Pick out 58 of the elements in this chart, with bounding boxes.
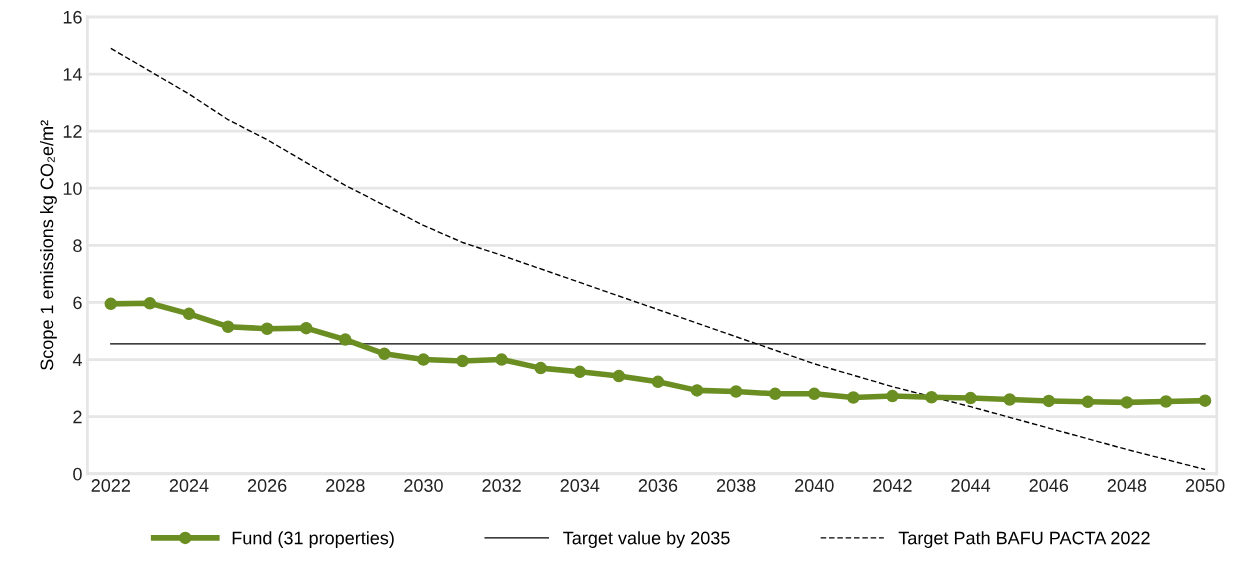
x-tick-label: 2026 [247, 479, 287, 492]
point [964, 391, 977, 405]
point [417, 353, 430, 366]
point [729, 385, 743, 398]
point [925, 390, 938, 404]
legend-label: Target Path BAFU PACTA 2022 [898, 531, 1150, 548]
x-tick-label: 2050 [1185, 479, 1225, 492]
y-tick-label: 4 [72, 353, 82, 367]
point [573, 365, 587, 379]
x-tick-label: 2038 [716, 479, 756, 492]
line-series [110, 47, 1206, 471]
x-tick-label: 2028 [326, 479, 365, 492]
y-tick-label: 12 [63, 125, 82, 138]
point [104, 297, 118, 311]
x-tick-label: 2030 [404, 479, 443, 492]
point [182, 307, 196, 321]
x-tick-label: 2048 [1107, 479, 1147, 492]
point [260, 322, 274, 335]
y-tick-label: 0 [73, 467, 82, 481]
point [690, 384, 704, 397]
point [1159, 395, 1173, 408]
point [612, 369, 626, 383]
legend-label: Target value by 2035 [563, 531, 730, 548]
x-tick-label: 2036 [638, 479, 678, 492]
point [221, 320, 235, 333]
point [886, 389, 899, 403]
x-tick-label: 2042 [873, 479, 912, 492]
x-tick-label: 2022 [91, 479, 130, 492]
point [143, 297, 157, 310]
x-tick-label: 2040 [795, 479, 834, 492]
y-axis-title: Scope 1 emissions kg CO₂e/m² [40, 120, 57, 370]
x-tick-label: 2046 [1029, 479, 1069, 492]
x-tick-label: 2024 [169, 479, 209, 492]
point [1120, 396, 1134, 409]
y-tick-label: 10 [63, 182, 82, 195]
point [495, 353, 508, 366]
y-tick-label: 16 [63, 10, 82, 24]
point [651, 375, 665, 389]
point [768, 387, 782, 401]
x-tick-label: 2034 [560, 479, 600, 492]
point [534, 361, 547, 375]
point [456, 354, 469, 368]
point [847, 391, 860, 404]
point [1003, 393, 1016, 406]
point [299, 321, 313, 335]
point [808, 387, 821, 401]
legend-label: Fund (31 properties) [232, 531, 394, 548]
point [1042, 394, 1056, 408]
x-tick-label: 2044 [951, 479, 991, 492]
point [378, 347, 391, 361]
point [1081, 395, 1095, 409]
y-tick-label: 6 [73, 296, 82, 310]
point [339, 333, 352, 346]
x-tick-label: 2032 [482, 479, 521, 492]
point [1198, 394, 1212, 407]
y-tick-label: 14 [63, 68, 82, 81]
y-tick-label: 8 [73, 239, 82, 253]
y-tick-label: 2 [73, 410, 82, 424]
